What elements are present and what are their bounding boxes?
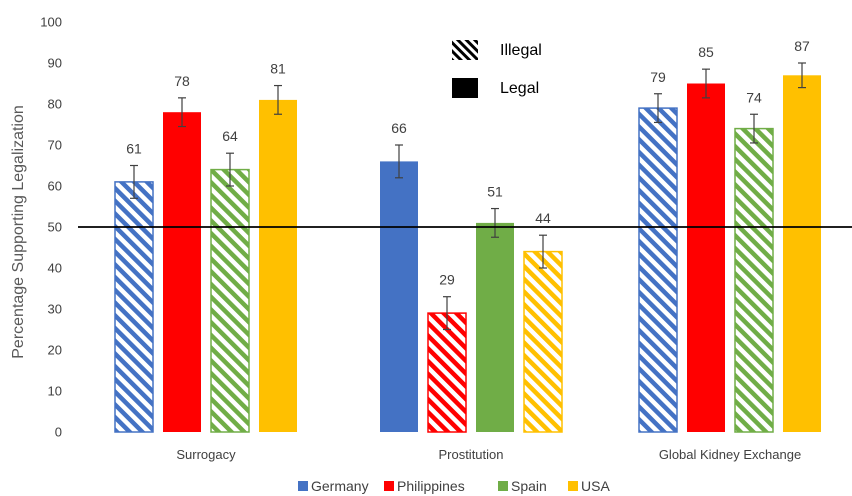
y-tick-label: 80	[48, 97, 62, 112]
error-bar	[798, 62, 806, 89]
bar-value-label: 61	[126, 141, 142, 157]
y-tick-label: 60	[48, 179, 62, 194]
category-label: Prostitution	[438, 447, 503, 462]
bar-value-label: 87	[794, 38, 810, 54]
error-bar	[395, 144, 403, 179]
bar-germany-1	[114, 181, 154, 433]
bar-germany-3	[638, 107, 678, 433]
bar-value-label: 29	[439, 272, 455, 288]
y-axis: 0 10 20 30 40 50 60 70 80 90 100	[40, 15, 62, 440]
error-bar	[539, 234, 547, 269]
bar-philippines-1	[163, 112, 201, 432]
bar-value-label: 44	[535, 210, 551, 226]
bar-value-label: 74	[746, 89, 762, 105]
bar-spain-1	[210, 168, 250, 433]
bar-spain-3	[734, 127, 774, 433]
legend-swatch-germany	[298, 481, 308, 491]
y-axis-title: Percentage Supporting Legalization	[10, 105, 27, 359]
error-bar	[702, 68, 710, 99]
error-bar	[226, 152, 234, 187]
y-tick-label: 20	[48, 343, 62, 358]
legend-swatch-usa	[568, 481, 578, 491]
bar-value-label: 66	[391, 120, 407, 136]
bar-value-label: 64	[222, 128, 238, 144]
legend-label: Spain	[511, 478, 547, 494]
y-tick-label: 30	[48, 302, 62, 317]
error-bar	[443, 296, 451, 331]
category-label: Surrogacy	[176, 447, 236, 462]
bar-value-label: 81	[270, 61, 286, 77]
legend-swatch-philippines	[384, 481, 394, 491]
bar-philippines-2	[427, 312, 467, 433]
y-tick-label: 0	[55, 425, 62, 440]
bar-value-label: 79	[650, 69, 666, 85]
pattern-legend-label: Legal	[500, 80, 539, 97]
y-tick-label: 70	[48, 138, 62, 153]
error-bar	[274, 84, 282, 115]
legend-label: Philippines	[397, 478, 465, 494]
bar-usa-3	[783, 75, 821, 433]
bar-germany-2	[380, 161, 418, 432]
y-tick-label: 100	[40, 15, 62, 30]
bar-value-label: 85	[698, 44, 714, 60]
bar-spain-2	[476, 222, 514, 432]
category-label: Global Kidney Exchange	[659, 447, 801, 462]
bar-usa-1	[259, 99, 297, 433]
error-bar	[750, 113, 758, 144]
error-bar	[654, 93, 662, 124]
bar-philippines-3	[687, 83, 725, 432]
legal-pattern-swatch	[452, 78, 478, 98]
legend-swatch-spain	[498, 481, 508, 491]
y-tick-label: 10	[48, 384, 62, 399]
pattern-legend: Illegal Legal	[452, 40, 542, 98]
bar-value-label: 51	[487, 184, 503, 200]
illegal-pattern-swatch	[452, 40, 478, 60]
error-bar	[130, 164, 138, 199]
bars: 61 78 64 81 Surrogacy 66 29 51 44 Prostitution 79 8…	[114, 38, 821, 462]
legend-label: USA	[581, 478, 610, 494]
y-tick-label: 50	[48, 220, 62, 235]
bar-value-label: 78	[174, 73, 190, 89]
error-bar	[178, 97, 186, 128]
y-tick-label: 90	[48, 56, 62, 71]
error-bar	[491, 207, 499, 238]
pattern-legend-label: Illegal	[500, 42, 542, 59]
legend-label: Germany	[311, 478, 369, 494]
y-tick-label: 40	[48, 261, 62, 276]
series-legend: Germany Philippines Spain USA	[298, 478, 610, 494]
bar-usa-2	[523, 250, 563, 433]
